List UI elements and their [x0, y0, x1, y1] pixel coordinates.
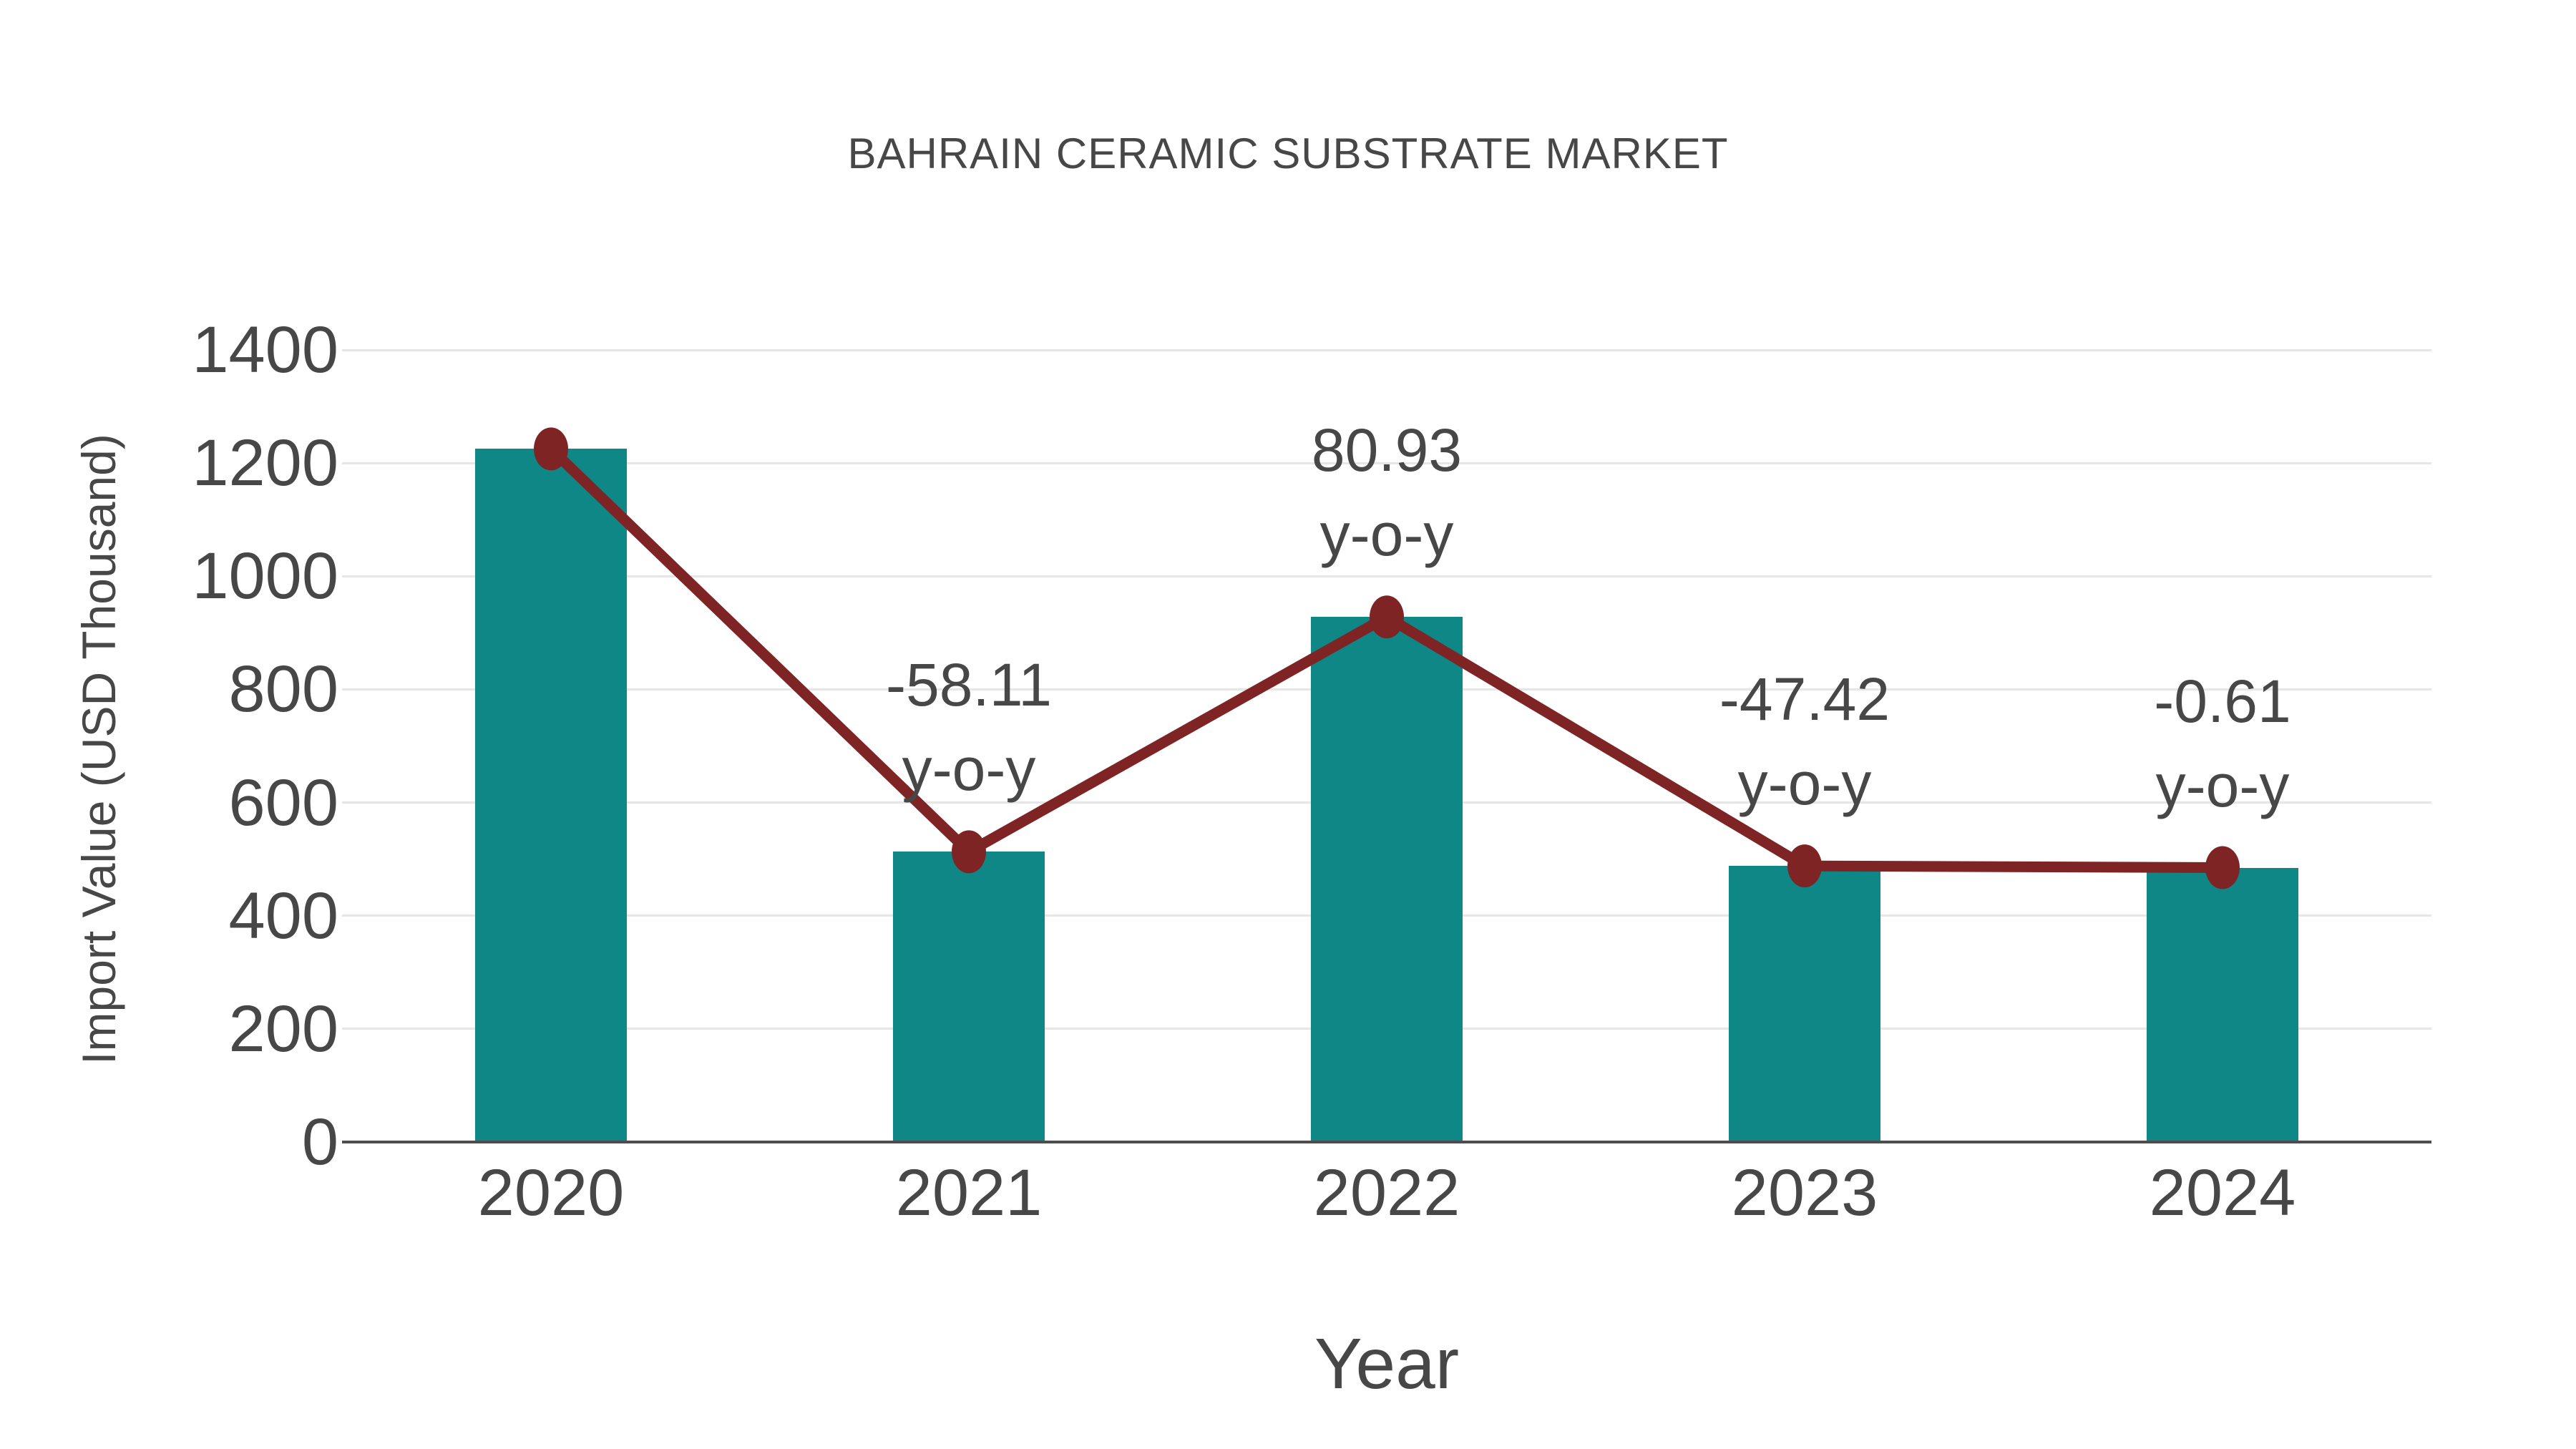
y-tick-label: 1000	[192, 540, 338, 613]
yoy-value: -0.61	[2154, 667, 2291, 735]
yoy-value: -58.11	[886, 651, 1052, 719]
y-tick-label: 1200	[192, 426, 338, 500]
y-tick-label: 0	[301, 1106, 338, 1179]
bar	[475, 449, 627, 1142]
x-axis-title: Year	[1314, 1324, 1460, 1404]
bar	[1729, 866, 1880, 1142]
x-tick-label: 2024	[2149, 1156, 2296, 1229]
yoy-annotation: -47.42 y-o-y	[1576, 657, 2034, 826]
y-tick-label: 200	[228, 992, 339, 1065]
x-tick-label: 2022	[1313, 1156, 1460, 1229]
x-tick-label: 2021	[895, 1156, 1043, 1229]
yoy-suffix: y-o-y	[902, 736, 1036, 804]
y-tick-label: 400	[228, 879, 339, 952]
y-tick-label: 1400	[192, 313, 338, 386]
yoy-value: -47.42	[1719, 665, 1890, 733]
y-axis-title: Import Value (USD Thousand)	[72, 434, 125, 1065]
x-axis-line	[342, 1141, 2431, 1143]
bar	[893, 852, 1045, 1142]
yoy-annotation: -0.61 y-o-y	[1994, 659, 2451, 828]
y-tick-label: 800	[228, 653, 339, 726]
yoy-annotation: -58.11 y-o-y	[740, 643, 1198, 811]
yoy-value: 80.93	[1311, 416, 1463, 484]
gridline	[342, 348, 2431, 351]
bar	[2147, 867, 2298, 1142]
chart-title: BAHRAIN CERAMIC SUBSTRATE MARKET	[847, 130, 1729, 177]
x-tick-label: 2023	[1731, 1156, 1878, 1229]
y-tick-label: 600	[228, 766, 339, 839]
bar	[1311, 617, 1463, 1142]
x-tick-label: 2020	[477, 1156, 625, 1229]
yoy-suffix: y-o-y	[2155, 751, 2290, 819]
yoy-suffix: y-o-y	[1737, 750, 1872, 818]
yoy-suffix: y-o-y	[1319, 501, 1454, 569]
yoy-annotation: 80.93 y-o-y	[1158, 408, 1616, 577]
